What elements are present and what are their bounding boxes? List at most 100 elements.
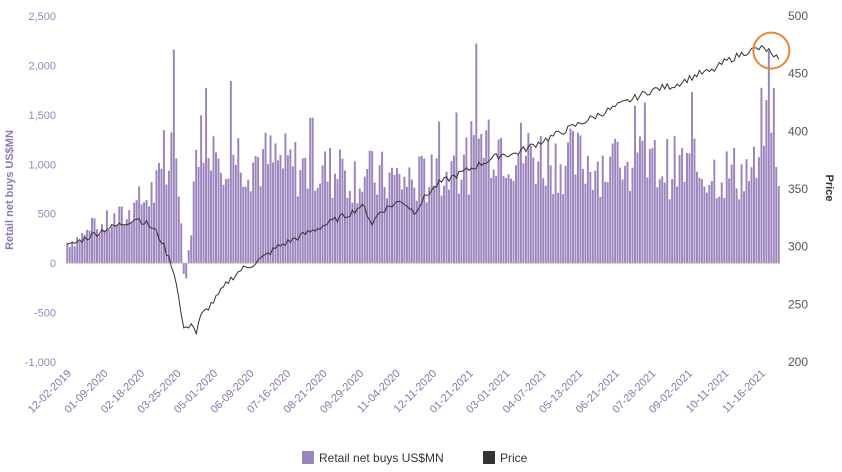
bar	[346, 197, 349, 264]
bar	[378, 165, 381, 264]
bar	[775, 166, 778, 264]
bar	[239, 172, 242, 264]
bar	[140, 204, 143, 264]
bar	[534, 183, 537, 264]
bar	[224, 179, 227, 264]
bar	[86, 229, 89, 264]
bar	[643, 102, 646, 264]
bar	[373, 182, 376, 264]
bar	[765, 100, 768, 264]
bar	[554, 143, 557, 264]
bar	[210, 170, 212, 264]
bar	[663, 182, 666, 264]
bar	[547, 139, 550, 264]
bar	[247, 179, 250, 264]
bar	[212, 136, 215, 264]
left-axis-ticks: 2,500 2,000 1,500 1,000 500 0 -500 -1,000	[25, 11, 56, 369]
bar	[172, 49, 175, 264]
bar	[403, 176, 406, 264]
bar	[713, 159, 716, 264]
bar	[767, 50, 770, 264]
bar	[237, 138, 240, 264]
bar	[125, 219, 128, 264]
bar	[222, 184, 225, 264]
bar	[604, 181, 607, 264]
bar	[334, 173, 336, 264]
bar	[725, 151, 728, 264]
bar	[564, 165, 567, 264]
bar	[450, 161, 453, 264]
bar	[96, 229, 98, 264]
bar	[512, 180, 515, 264]
bar	[648, 148, 651, 264]
bar	[316, 187, 319, 264]
bar	[272, 162, 274, 264]
bar	[616, 141, 619, 264]
bar	[750, 167, 753, 264]
right-tick-label: 300	[788, 240, 808, 254]
bar	[718, 196, 721, 264]
bar	[624, 165, 627, 264]
bar	[177, 196, 180, 264]
bar	[453, 155, 455, 264]
bar	[319, 183, 322, 264]
bar	[314, 190, 317, 264]
bar	[113, 213, 116, 264]
bar	[510, 178, 512, 264]
left-tick-label: 2,500	[28, 11, 56, 23]
bar	[73, 246, 76, 264]
bar	[175, 158, 178, 264]
bar	[408, 167, 411, 264]
bar	[482, 157, 485, 264]
bar	[636, 152, 639, 264]
bar	[455, 112, 458, 264]
bar	[532, 157, 535, 264]
bar	[698, 177, 701, 264]
bar	[386, 198, 389, 264]
bar	[202, 162, 205, 264]
bar	[485, 130, 488, 264]
left-tick-label: 1,000	[28, 159, 56, 171]
bar	[195, 149, 198, 264]
bar	[705, 192, 708, 264]
bar	[472, 135, 475, 264]
bar	[487, 119, 490, 264]
bar	[341, 158, 344, 264]
right-tick-label: 400	[788, 124, 808, 138]
bar	[440, 195, 443, 264]
bar	[755, 177, 758, 264]
bar	[135, 200, 138, 264]
right-tick-label: 500	[788, 9, 808, 23]
bar	[363, 176, 366, 264]
bar	[281, 168, 284, 264]
bar	[252, 162, 255, 264]
bar	[733, 147, 736, 264]
bar	[418, 156, 421, 264]
left-tick-label: 1,500	[28, 110, 56, 122]
bar	[391, 167, 393, 264]
bar	[467, 194, 470, 264]
bar	[299, 170, 302, 264]
bar	[584, 183, 587, 264]
bar	[435, 158, 438, 264]
bar	[668, 199, 671, 264]
bar	[187, 250, 190, 264]
bar	[91, 217, 93, 264]
bar	[115, 224, 118, 264]
bar	[631, 167, 634, 264]
bar	[148, 206, 151, 264]
left-tick-label: 2,000	[28, 60, 56, 72]
bar	[641, 140, 644, 264]
bar	[428, 187, 431, 264]
bar	[606, 182, 609, 264]
bar	[329, 148, 331, 264]
bar	[415, 200, 418, 264]
bar	[559, 164, 562, 264]
bar	[656, 187, 659, 264]
bar	[289, 149, 292, 264]
bar	[326, 181, 329, 264]
bar	[133, 202, 136, 264]
bar	[599, 196, 602, 264]
bar	[351, 202, 354, 264]
bar	[678, 154, 681, 264]
